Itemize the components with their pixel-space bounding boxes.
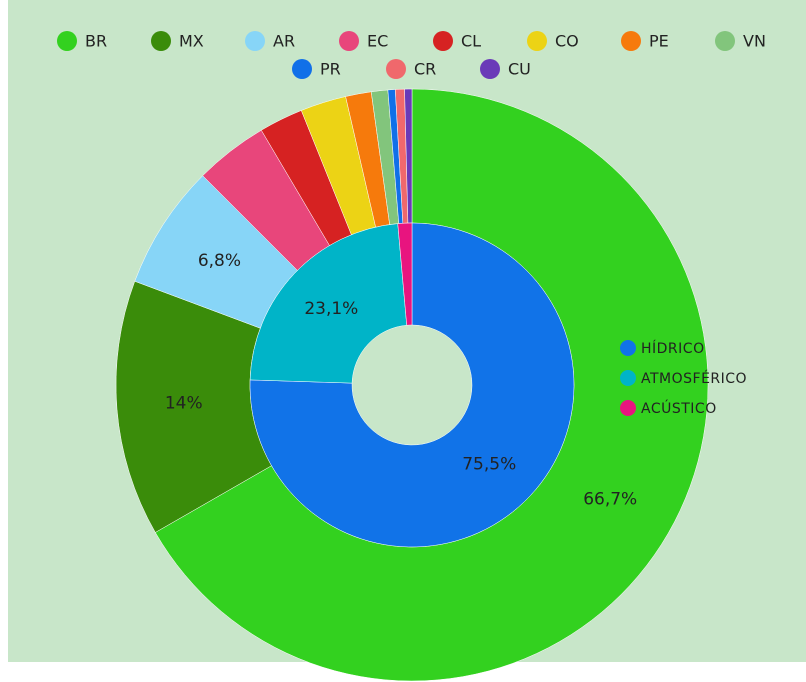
value-label: 23,1% [304,299,358,319]
legend-marker [621,31,641,51]
legend-marker [620,340,636,356]
legend-marker [620,370,636,386]
legend-marker [620,400,636,416]
legend-marker [245,31,265,51]
legend-label: PR [320,60,341,79]
legend-label: EC [367,32,388,51]
legend-marker [57,31,77,51]
legend-marker [386,59,406,79]
legend-label: CR [414,60,436,79]
legend-label: HÍDRICO [641,340,705,357]
value-label: 66,7% [583,490,637,510]
slice [397,222,413,326]
legend-marker [433,31,453,51]
legend-label: BR [85,32,107,51]
legend-label: MX [179,32,204,51]
legend-label: ACÚSTICO [641,399,717,417]
legend-label: ATMOSFÉRICO [641,370,747,387]
legend-label: CU [508,60,531,79]
legend-marker [151,31,171,51]
legend-label: CL [461,32,481,51]
legend-label: PE [649,32,669,51]
legend-marker [527,31,547,51]
value-label: 14% [165,394,203,414]
legend-marker [339,31,359,51]
legend-label: CO [555,32,579,51]
legend-marker [715,31,735,51]
legend-marker [292,59,312,79]
value-label: 75,5% [462,455,516,475]
legend-label: VN [743,32,766,51]
value-label: 6,8% [198,251,241,271]
slice [249,223,407,384]
legend-label: AR [273,32,295,51]
legend-marker [480,59,500,79]
